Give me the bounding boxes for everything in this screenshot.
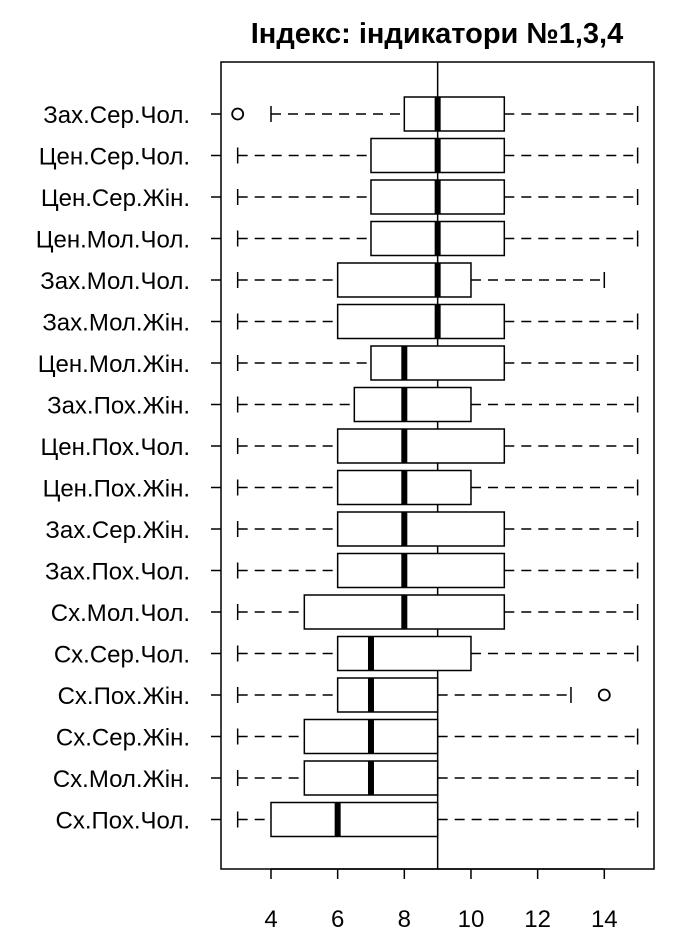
x-tick-label: 12 — [524, 906, 551, 933]
box-group — [236, 760, 639, 796]
box-group — [236, 428, 639, 464]
box-group — [236, 552, 639, 589]
box-iqr — [403, 96, 506, 132]
boxes-layer — [231, 96, 639, 838]
x-tick-label: 6 — [331, 906, 344, 933]
box-group — [236, 511, 639, 547]
box-group — [236, 220, 639, 257]
category-label: Сх.Сер.Жін. — [56, 725, 190, 752]
box-iqr — [270, 801, 439, 838]
category-label: Зах.Мол.Чол. — [40, 268, 190, 295]
category-label: Сх.Мол.Жін. — [53, 766, 190, 793]
category-label: Цен.Пох.Жін. — [43, 476, 190, 503]
category-label: Зах.Пох.Чол. — [45, 559, 190, 586]
category-labels: Зах.Сер.Чол. Цен.Сер.Чол. Цен.Сер.Жін. Цен.… — [36, 102, 221, 835]
box-iqr — [336, 635, 472, 672]
category-label: Сх.Пох.Чол. — [56, 808, 190, 835]
box-group — [236, 718, 639, 755]
box-group — [236, 303, 639, 340]
x-tick-label: 14 — [591, 906, 618, 933]
box-group — [236, 594, 639, 630]
box-iqr — [336, 428, 506, 464]
box-group — [231, 96, 639, 132]
box-iqr — [336, 303, 506, 340]
box-group — [236, 262, 606, 298]
box-iqr — [336, 552, 506, 589]
category-label: Зах.Сер.Чол. — [43, 102, 190, 129]
x-tick-label: 10 — [458, 906, 485, 933]
box-group — [236, 386, 639, 423]
box-iqr — [353, 386, 472, 423]
category-label: Цен.Мол.Жін. — [38, 351, 190, 378]
category-label: Сх.Сер.Чол. — [54, 642, 190, 669]
box-iqr — [336, 262, 472, 298]
category-label: Зах.Мол.Жін. — [42, 310, 190, 337]
x-axis: 4 6 8 10 12 14 — [264, 868, 618, 933]
box-group — [236, 677, 611, 713]
category-label: Зах.Пох.Жін. — [47, 393, 190, 420]
box-iqr — [336, 677, 439, 713]
outlier-point — [231, 107, 245, 121]
category-label: Зах.Сер.Жін. — [45, 517, 190, 544]
box-iqr — [370, 345, 506, 381]
box-iqr — [336, 511, 506, 547]
x-tick-label: 8 — [398, 906, 411, 933]
box-group — [236, 635, 639, 672]
box-group — [236, 137, 639, 174]
category-label: Цен.Сер.Чол. — [39, 144, 190, 171]
box-group — [236, 469, 639, 506]
outlier-point — [597, 688, 611, 702]
box-group — [236, 345, 639, 381]
category-label: Сх.Пох.Жін. — [58, 683, 190, 710]
box-group — [236, 179, 639, 215]
category-label: Цен.Пох.Чол. — [40, 434, 190, 461]
x-tick-label: 4 — [264, 906, 277, 933]
box-group — [236, 801, 639, 838]
category-label: Цен.Мол.Чол. — [36, 227, 190, 254]
category-label: Сх.Мол.Чол. — [51, 600, 190, 627]
chart-title: Індекс: індикатори №1,3,4 — [251, 18, 624, 50]
category-label: Цен.Сер.Жін. — [41, 185, 190, 212]
